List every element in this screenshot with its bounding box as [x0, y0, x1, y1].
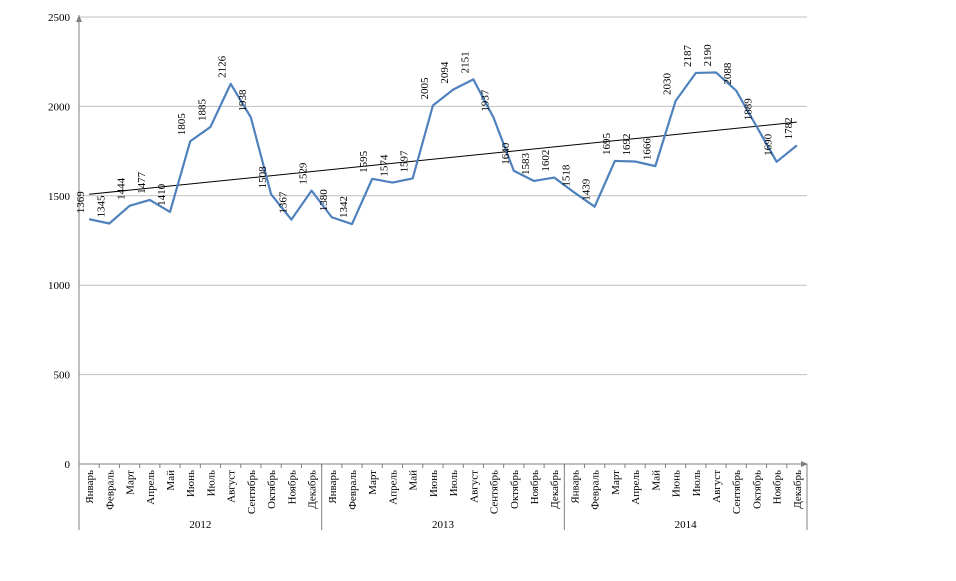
x-tick-label: Июнь [671, 470, 683, 497]
data-label: 1508 [257, 166, 269, 189]
x-tick-label: Январь [327, 470, 339, 504]
y-tick-label: 1500 [48, 191, 71, 203]
data-label: 1889 [742, 98, 754, 121]
data-label: 1367 [277, 191, 289, 214]
trendline-layer [89, 122, 797, 194]
data-label: 1597 [399, 150, 411, 173]
x-tick-label: Декабрь [792, 470, 804, 509]
data-label: 1937 [480, 89, 492, 112]
year-labels: 2012 2013 2014 [189, 519, 697, 531]
data-label: 2190 [702, 44, 714, 67]
x-tick-label: Июль [448, 470, 460, 496]
x-tick-label: Январь [569, 470, 581, 504]
x-tick-label: Май [650, 470, 662, 491]
data-label: 1595 [358, 150, 370, 173]
x-tick-label: Декабрь [307, 470, 319, 509]
y-tick-label: 0 [65, 459, 71, 471]
x-tick-label: Март [610, 470, 622, 495]
data-label: 1380 [318, 189, 330, 212]
data-label: 1574 [378, 154, 390, 177]
x-tick-label: Ноябрь [286, 470, 298, 504]
y-axis-arrow [76, 15, 82, 22]
data-label: 1583 [520, 152, 532, 175]
data-label: 1695 [601, 132, 613, 155]
x-tick-label: Декабрь [549, 470, 561, 509]
x-tick-label: Июль [205, 470, 217, 496]
data-label: 1885 [196, 98, 208, 121]
data-label: 2005 [419, 77, 431, 100]
data-label: 2151 [459, 51, 471, 73]
data-label: 2187 [682, 44, 694, 67]
data-label: 1938 [237, 89, 249, 112]
year-label: 2013 [432, 519, 455, 531]
x-tick-label: Август [468, 470, 480, 503]
year-label: 2012 [189, 519, 211, 531]
x-tick-label: Январь [84, 470, 96, 504]
data-label: 1410 [156, 183, 168, 206]
x-tick-label: Май [408, 470, 420, 491]
x-tick-label: Февраль [590, 470, 602, 510]
x-tick-label: Апрель [145, 470, 157, 505]
x-tick-label: Ноябрь [772, 470, 784, 504]
x-tick-label: Май [165, 470, 177, 491]
data-label: 1666 [641, 138, 653, 161]
x-tick-label: Февраль [347, 470, 359, 510]
data-label: 1444 [116, 177, 128, 200]
series-layer [89, 72, 797, 224]
x-tick-label: Октябрь [751, 470, 763, 509]
x-tick-label: Июль [691, 470, 703, 496]
y-tick-labels: 0 500 1000 1500 2000 2500 [48, 12, 71, 471]
data-labels: 1369 1345 1444 1477 1410 1805 1885 2126 1938 1508… [75, 44, 795, 218]
data-label: 2088 [722, 62, 734, 85]
x-tick-label: Октябрь [266, 470, 278, 509]
x-tick-labels: Январь Февраль Март Апрель Май Июнь Июль Август… [84, 470, 804, 514]
data-label: 1805 [176, 113, 188, 136]
data-label: 1692 [621, 133, 633, 155]
axes [76, 15, 808, 530]
data-label: 1477 [136, 171, 148, 194]
x-tick-label: Февраль [104, 470, 116, 510]
series-line [89, 72, 797, 224]
y-tick-label: 1000 [48, 280, 71, 292]
y-tick-label: 2500 [48, 12, 71, 24]
x-tick-label: Сентябрь [246, 470, 258, 514]
data-label: 1640 [500, 142, 512, 165]
y-tick-label: 2000 [48, 101, 71, 113]
data-label: 1518 [560, 164, 572, 187]
data-label: 2094 [439, 61, 451, 84]
data-label: 1782 [783, 117, 795, 139]
x-tick-label: Апрель [387, 470, 399, 505]
x-tick-label: Ноябрь [529, 470, 541, 504]
data-label: 2126 [217, 55, 229, 78]
data-label: 2030 [662, 73, 674, 96]
x-tick-label: Сентябрь [731, 470, 743, 514]
data-label: 1690 [763, 133, 775, 156]
data-label: 1369 [75, 191, 87, 214]
trendline [89, 122, 797, 194]
x-tick-label: Сентябрь [489, 470, 501, 514]
x-tick-label: Август [711, 470, 723, 503]
y-tick-label: 500 [54, 370, 71, 382]
x-tick-label: Август [226, 470, 238, 503]
data-label: 1345 [95, 195, 107, 218]
data-label: 1529 [298, 162, 310, 185]
x-tick-label: Июнь [428, 470, 440, 497]
data-label: 1342 [338, 196, 350, 218]
x-tick-label: Март [367, 470, 379, 495]
data-label: 1602 [540, 150, 552, 172]
x-tick-label: Июнь [185, 470, 197, 497]
x-tick-label: Октябрь [509, 470, 521, 509]
data-label: 1439 [581, 178, 593, 201]
x-tick-label: Апрель [630, 470, 642, 505]
year-label: 2014 [675, 519, 698, 531]
x-tick-label: Март [125, 470, 137, 495]
